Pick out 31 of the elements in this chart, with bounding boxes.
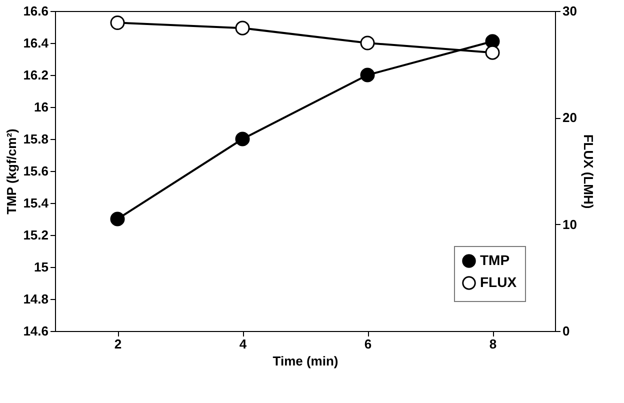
y-tick-label: 15.4	[23, 196, 50, 210]
point	[110, 212, 125, 226]
x-axis-title: Time (min)	[272, 354, 338, 368]
y-tick-label: 14.8	[23, 292, 48, 306]
y-tick-label: 16.4	[23, 36, 50, 50]
y2-tick-label: 30	[562, 4, 577, 18]
x-tick-label: 4	[239, 336, 248, 352]
y-tick-label: 16.6	[23, 4, 48, 18]
y-tick-label: 15.6	[23, 164, 48, 178]
y2-axis-title: FLUX (LMH)	[580, 134, 596, 209]
point	[235, 20, 250, 36]
y-tick-label: 16.2	[23, 68, 48, 82]
y-tick-label: 15.2	[23, 228, 48, 242]
point	[360, 68, 375, 82]
point	[110, 15, 125, 30]
y-axis-title: TMP (kgf/cm²)	[4, 128, 20, 214]
x-tick-label: 6	[364, 336, 372, 352]
point	[360, 36, 375, 50]
legend-label: FLUX	[480, 274, 518, 290]
legend-label: TMP	[480, 252, 510, 268]
y2-tick-label: 0	[562, 324, 570, 338]
point	[235, 132, 250, 146]
y2-tick-label: 20	[562, 110, 577, 126]
y-tick-label: 15	[34, 260, 48, 274]
point	[485, 45, 500, 60]
x-tick-label: 8	[489, 336, 497, 352]
y-tick-label: 15.8	[23, 132, 48, 146]
y-tick-label: 14.6	[23, 324, 48, 338]
y2-tick-label: 10	[562, 216, 577, 232]
x-tick-label: 2	[114, 336, 122, 352]
y-tick-label: 16	[34, 100, 48, 114]
